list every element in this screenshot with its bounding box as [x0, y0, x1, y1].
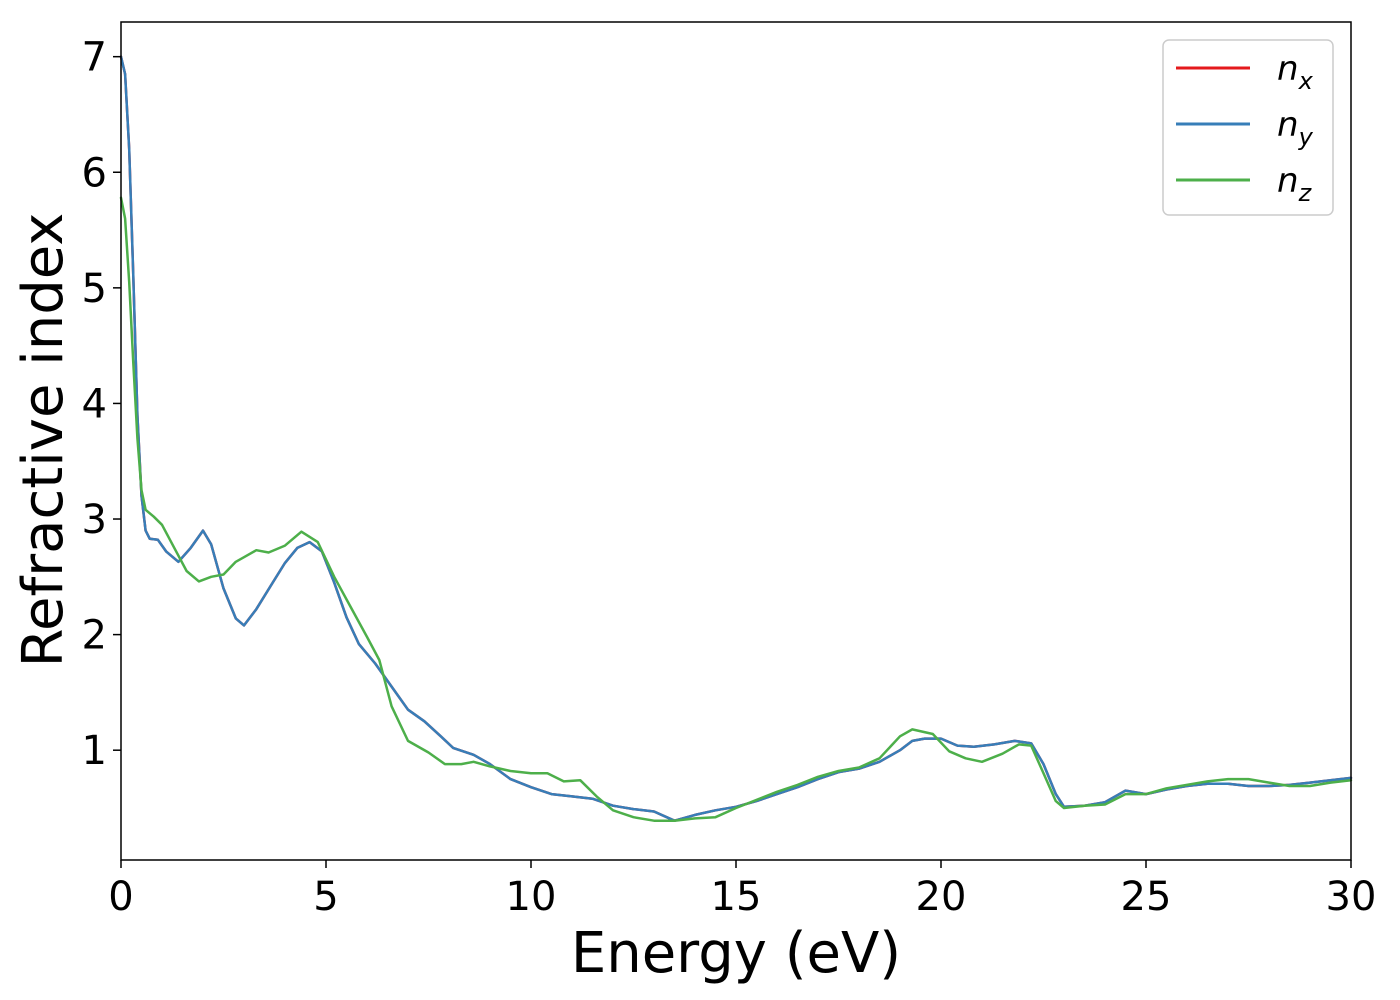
y-axis-label: Refractive index	[11, 213, 76, 668]
y-tick-label: 6	[82, 150, 107, 196]
series-line-nz	[119, 196, 1353, 822]
y-tick-label: 7	[82, 35, 107, 81]
legend-box	[1162, 39, 1334, 216]
x-tick-label: 30	[1326, 874, 1377, 920]
x-tick-label: 5	[313, 874, 338, 920]
y-tick-label: 1	[82, 728, 107, 774]
y-tick-label: 2	[82, 613, 107, 659]
series-lines	[119, 55, 1353, 822]
y-axis-ticks: 1 2 3 4 5 6 7	[82, 35, 121, 774]
x-tick-label: 15	[711, 874, 762, 920]
legend-label-nx: nx	[1277, 49, 1314, 95]
x-tick-label: 0	[108, 874, 133, 920]
x-axis-label: Energy (eV)	[571, 921, 901, 986]
x-tick-label: 20	[916, 874, 967, 920]
legend-label-nz: nz	[1277, 161, 1313, 207]
x-tick-label: 25	[1121, 874, 1172, 920]
x-axis-ticks: 0 5 10 15 20 25 30	[108, 860, 1376, 920]
y-tick-label: 4	[82, 381, 107, 427]
y-tick-label: 5	[82, 266, 107, 312]
legend-label-ny: ny	[1277, 105, 1314, 151]
legend: nx ny nz	[1162, 39, 1334, 216]
y-tick-label: 3	[82, 497, 107, 543]
x-tick-label: 10	[506, 874, 557, 920]
